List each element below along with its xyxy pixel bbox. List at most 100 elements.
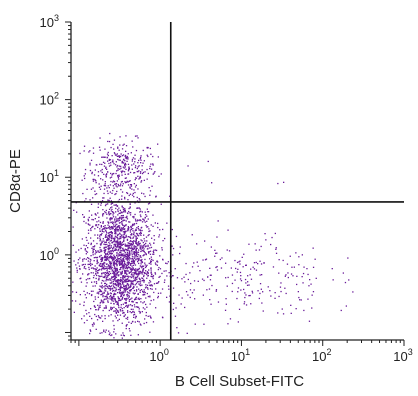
- data-point: [117, 168, 119, 170]
- data-point: [114, 218, 116, 220]
- data-point: [117, 245, 119, 247]
- data-point: [89, 277, 91, 280]
- data-point: [95, 277, 97, 280]
- data-point: [103, 231, 105, 233]
- data-point: [134, 235, 136, 237]
- data-point: [144, 258, 146, 261]
- data-point: [121, 243, 123, 245]
- data-point: [131, 225, 133, 227]
- data-point: [115, 236, 118, 238]
- data-point: [110, 172, 112, 175]
- data-point: [94, 228, 96, 230]
- data-point: [135, 283, 138, 285]
- data-point: [137, 244, 139, 246]
- data-point: [104, 295, 106, 298]
- data-point: [94, 313, 96, 316]
- data-point: [143, 244, 145, 246]
- data-point: [130, 322, 132, 324]
- data-point: [152, 214, 154, 216]
- data-point: [128, 210, 130, 213]
- data-point: [127, 270, 129, 272]
- data-point: [342, 272, 344, 274]
- data-point: [71, 300, 74, 302]
- data-point: [126, 160, 128, 162]
- data-point: [143, 281, 145, 283]
- data-point: [104, 255, 106, 257]
- data-point: [94, 234, 96, 236]
- data-point: [100, 269, 103, 271]
- data-point: [149, 247, 151, 249]
- data-point: [116, 274, 118, 276]
- data-point: [114, 310, 116, 312]
- data-point: [127, 297, 129, 299]
- data-point: [152, 163, 154, 165]
- data-point: [131, 243, 133, 246]
- data-point: [107, 244, 109, 247]
- data-point: [146, 284, 149, 286]
- data-point: [142, 171, 145, 174]
- data-point: [257, 290, 259, 292]
- data-point: [157, 297, 159, 299]
- data-point: [122, 277, 124, 279]
- data-point: [140, 219, 142, 222]
- data-point: [104, 211, 106, 213]
- data-point: [110, 256, 112, 258]
- data-point: [103, 286, 105, 288]
- data-point: [118, 218, 120, 220]
- data-point: [137, 219, 139, 221]
- data-point: [111, 218, 113, 220]
- data-point: [104, 184, 106, 187]
- data-point: [113, 306, 115, 308]
- data-point: [84, 177, 86, 180]
- data-point: [136, 306, 138, 308]
- data-point: [81, 264, 83, 266]
- data-point: [126, 270, 129, 272]
- data-point: [109, 289, 111, 291]
- data-point: [132, 157, 135, 159]
- data-point: [108, 162, 110, 165]
- data-point: [112, 320, 114, 322]
- data-point: [202, 259, 204, 261]
- data-point: [88, 216, 90, 219]
- data-point: [97, 309, 99, 311]
- data-point: [107, 151, 109, 154]
- data-point: [113, 331, 115, 333]
- data-point: [144, 171, 146, 173]
- data-point: [275, 252, 278, 254]
- data-point: [137, 228, 140, 230]
- data-point: [109, 177, 111, 179]
- data-point: [114, 238, 116, 240]
- data-point: [116, 279, 118, 281]
- data-point: [87, 274, 89, 276]
- data-point: [97, 175, 100, 177]
- data-point: [145, 242, 147, 245]
- data-point: [147, 272, 149, 275]
- data-point: [115, 311, 117, 313]
- data-point: [172, 247, 175, 250]
- data-point: [138, 244, 140, 246]
- data-point: [123, 233, 125, 236]
- data-point: [133, 247, 135, 250]
- data-point: [78, 249, 80, 251]
- data-point: [101, 250, 103, 252]
- data-point: [110, 279, 112, 281]
- data-point: [99, 263, 101, 265]
- data-point: [120, 256, 122, 258]
- data-point: [99, 234, 101, 236]
- data-point: [122, 267, 124, 269]
- data-point: [110, 268, 112, 270]
- data-point: [94, 285, 96, 287]
- data-point: [110, 266, 112, 268]
- data-point: [134, 218, 137, 220]
- data-point: [114, 193, 116, 196]
- data-point: [95, 250, 97, 252]
- data-point: [101, 286, 103, 288]
- data-point: [91, 172, 93, 175]
- data-point: [134, 306, 136, 308]
- data-point: [115, 308, 117, 310]
- data-point: [123, 264, 125, 266]
- data-point: [144, 252, 146, 254]
- data-point: [122, 332, 124, 334]
- data-point: [100, 290, 102, 292]
- data-point: [285, 292, 287, 295]
